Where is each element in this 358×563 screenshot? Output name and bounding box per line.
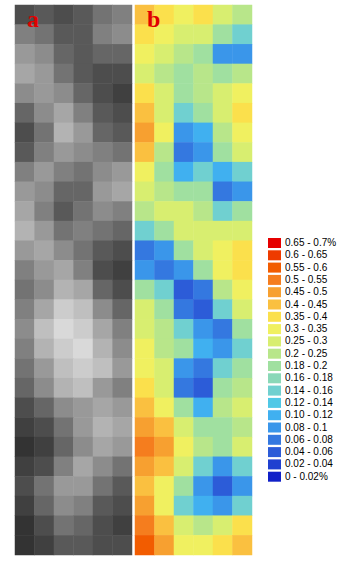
svg-text:0.45 - 0.5: 0.45 - 0.5 xyxy=(285,286,328,297)
svg-text:0.5 - 0.55: 0.5 - 0.55 xyxy=(285,274,328,285)
svg-text:a: a xyxy=(27,6,39,32)
svg-text:b: b xyxy=(147,6,160,32)
svg-text:0.3 - 0.35: 0.3 - 0.35 xyxy=(285,323,328,334)
svg-text:0.2 - 0.25: 0.2 - 0.25 xyxy=(285,348,328,359)
svg-text:0.6 - 0.65: 0.6 - 0.65 xyxy=(285,249,328,260)
svg-text:0.12 - 0.14: 0.12 - 0.14 xyxy=(285,397,333,408)
svg-text:0.06 - 0.08: 0.06 - 0.08 xyxy=(285,434,333,445)
svg-text:0.04 - 0.06: 0.04 - 0.06 xyxy=(285,446,333,457)
svg-text:0.02 - 0.04: 0.02 - 0.04 xyxy=(285,458,333,469)
svg-text:0.16 - 0.18: 0.16 - 0.18 xyxy=(285,372,333,383)
svg-text:0.14 - 0.16: 0.14 - 0.16 xyxy=(285,385,333,396)
svg-text:0.25 - 0.3: 0.25 - 0.3 xyxy=(285,335,328,346)
svg-text:0 - 0.02%: 0 - 0.02% xyxy=(285,471,328,482)
svg-text:0.08 - 0.1: 0.08 - 0.1 xyxy=(285,422,328,433)
svg-text:0.18 - 0.2: 0.18 - 0.2 xyxy=(285,360,328,371)
svg-text:0.65 - 0.7%: 0.65 - 0.7% xyxy=(285,237,336,248)
svg-text:0.10 - 0.12: 0.10 - 0.12 xyxy=(285,409,333,420)
svg-text:0.4 - 0.45: 0.4 - 0.45 xyxy=(285,299,328,310)
svg-text:0.35 - 0.4: 0.35 - 0.4 xyxy=(285,311,328,322)
svg-text:0.55 - 0.6: 0.55 - 0.6 xyxy=(285,262,328,273)
